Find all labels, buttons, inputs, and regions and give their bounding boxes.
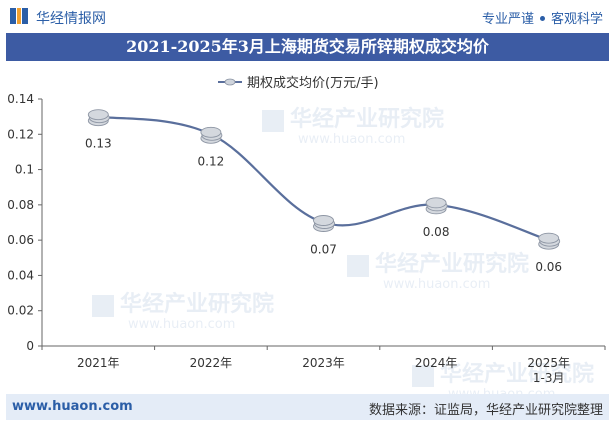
data-label: 0.07: [310, 243, 337, 257]
data-label: 0.13: [85, 137, 112, 151]
data-point-marker: [200, 126, 223, 144]
watermark-url: www.huaon.com: [448, 387, 555, 394]
watermark-text: 华经产业研究院: [290, 106, 444, 132]
legend-label: 期权成交均价(万元/手): [247, 75, 379, 91]
data-labels: 0.13 0.12 0.07 0.08 0.06: [85, 137, 562, 275]
top-bar: 华经情报网 专业严谨 客观科学: [0, 0, 615, 33]
watermark-url: www.huaon.com: [383, 277, 490, 292]
y-tick-label: 0.1: [15, 163, 34, 177]
slogan: 专业严谨 客观科学: [482, 8, 603, 27]
slogan-right: 客观科学: [550, 12, 603, 27]
data-point-marker: [425, 197, 448, 215]
y-tick-label: 0.14: [7, 92, 34, 106]
y-tick-label: 0.12: [7, 127, 34, 141]
watermarks: 华经产业研究院www.huaon.com华经产业研究院www.huaon.com…: [92, 106, 594, 394]
y-tick-label: 0.04: [7, 268, 34, 282]
coin-icon: [313, 215, 334, 226]
y-tick-label: 0.02: [7, 304, 34, 318]
watermark-text: 华经产业研究院: [440, 361, 594, 387]
x-tick-label: 2024年: [415, 356, 458, 370]
line-chart: 华经产业研究院www.huaon.com华经产业研究院www.huaon.com…: [7, 75, 606, 394]
y-tick-label: 0.06: [7, 233, 34, 247]
data-label: 0.08: [423, 225, 450, 239]
chart-title: 2021-2025年3月上海期货交易所锌期权成交均价: [6, 33, 609, 61]
legend-marker-icon: [224, 78, 236, 86]
watermark-logo-icon: [347, 255, 369, 277]
footer-url: www.huaon.com: [12, 399, 133, 414]
legend: 期权成交均价(万元/手): [218, 75, 379, 91]
data-point-marker: [87, 109, 110, 127]
watermark-url: www.huaon.com: [298, 132, 405, 147]
data-point-marker: [313, 215, 335, 232]
data-label: 0.12: [198, 154, 225, 168]
huajing-logo-icon: [10, 8, 28, 24]
axes: 0 0.02 0.04 0.06 0.08 0.1 0.12 0.14 2021年 2022年 20…: [7, 92, 606, 385]
data-label: 0.06: [535, 260, 562, 274]
watermark-logo-icon: [92, 295, 114, 317]
data-point-marker: [538, 232, 561, 250]
x-tick-label: 2023年: [302, 356, 345, 370]
coin-icon: [425, 197, 447, 209]
slogan-dot-icon: [539, 16, 545, 21]
watermark-logo-icon: [412, 365, 434, 387]
x-tick-label: 2021年: [77, 356, 120, 370]
watermark-text: 华经产业研究院: [375, 251, 529, 277]
x-tick-label: 2025年 1-3月: [527, 356, 570, 385]
brand-name: 华经情报网: [36, 11, 106, 27]
y-tick-label: 0.08: [7, 198, 34, 212]
y-tick-label: 0: [26, 339, 34, 353]
slogan-left: 专业严谨: [481, 12, 534, 27]
footer: www.huaon.com 数据来源：证监局，华经产业研究院整理: [6, 394, 609, 420]
footer-source: 数据来源：证监局，华经产业研究院整理: [368, 403, 603, 418]
watermark-logo-icon: [262, 110, 284, 132]
coin-icon: [538, 232, 560, 244]
coin-icon: [200, 126, 222, 138]
watermark-text: 华经产业研究院: [120, 291, 274, 317]
x-tick-label: 2022年: [190, 356, 233, 370]
watermark-url: www.huaon.com: [128, 317, 235, 332]
series: [87, 109, 561, 250]
coin-icon: [87, 109, 109, 121]
